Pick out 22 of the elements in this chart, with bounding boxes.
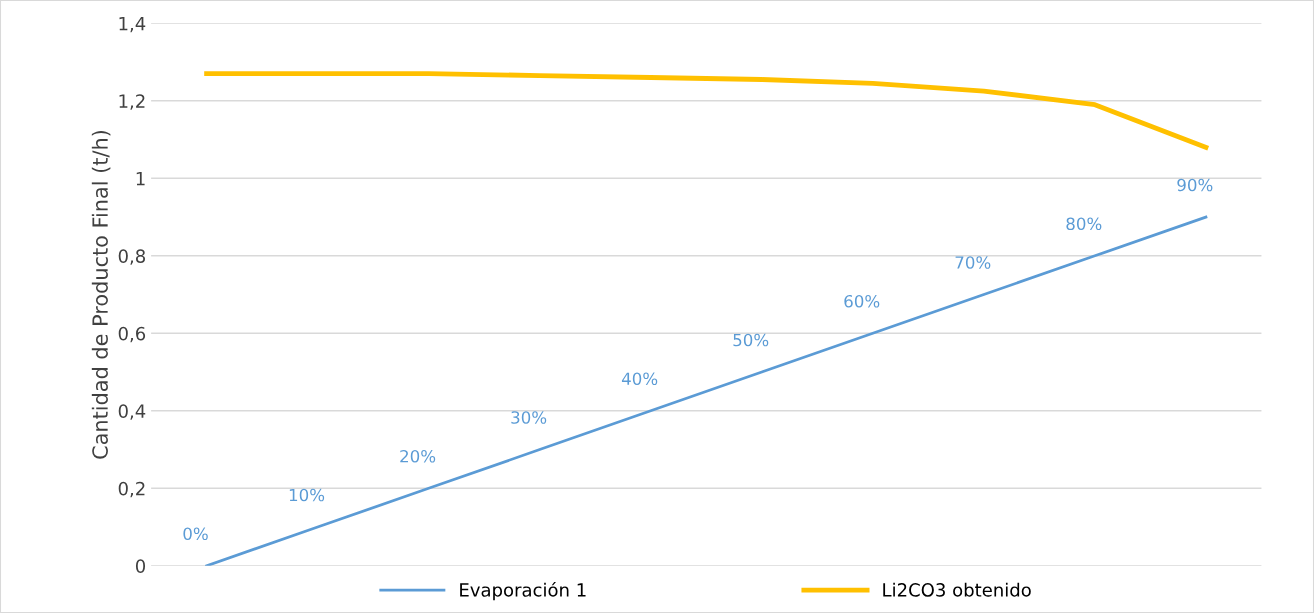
data-label: 80% xyxy=(1066,217,1102,231)
y-tick-label: 0,2 xyxy=(118,481,145,498)
data-label: 70% xyxy=(955,256,991,269)
data-label: 20% xyxy=(400,449,436,463)
y-tick-label: 0,4 xyxy=(118,404,146,420)
y-tick-label: 1,4 xyxy=(119,16,146,33)
data-label: 60% xyxy=(844,294,880,308)
data-label: 0% xyxy=(183,527,208,541)
data-label: 10% xyxy=(289,488,325,502)
y-tick-label: 1,2 xyxy=(119,94,145,110)
y-tick-label: 0 xyxy=(135,559,146,573)
legend-label: Evaporación 1 xyxy=(460,582,586,601)
line-series xyxy=(204,71,1209,150)
y-tick-label: 0,6 xyxy=(118,326,146,343)
legend-label: Li2CO3 obtenido xyxy=(883,582,1031,597)
data-label: 90% xyxy=(1177,178,1213,192)
y-axis-title: Cantidad de Producto Final (t/h) xyxy=(91,130,111,459)
data-label: 40% xyxy=(621,372,658,386)
y-tick-label: 1 xyxy=(136,171,145,186)
data-label: 30% xyxy=(511,411,547,424)
data-label: 50% xyxy=(733,333,769,347)
y-tick-label: 0,8 xyxy=(118,249,146,265)
